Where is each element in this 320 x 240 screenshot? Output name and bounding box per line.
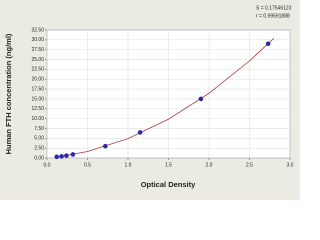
data-point — [70, 152, 76, 157]
x-tick-label: 2.5 — [246, 162, 253, 168]
x-tick-label: 1.5 — [165, 162, 172, 168]
x-axis-label: Optical Density — [141, 180, 196, 189]
y-tick-label: 30.00 — [31, 37, 44, 43]
y-tick-label: 15.00 — [31, 96, 44, 102]
y-tick-label: 0.00 — [34, 155, 44, 161]
data-point — [265, 41, 271, 47]
y-tick-label: 27.50 — [31, 47, 44, 53]
y-tick-label: 10.00 — [31, 116, 44, 122]
y-tick-label: 20.00 — [31, 77, 44, 83]
x-tick-label: 0.5 — [84, 162, 91, 168]
y-tick-label: 32.50 — [31, 27, 44, 33]
data-point — [198, 96, 204, 102]
chart: S = 0.17546123 r = 0.99591888 Optical De… — [0, 0, 300, 200]
fit-curve — [55, 38, 275, 158]
y-tick-label: 22.50 — [31, 67, 44, 73]
page: S = 0.17546123 r = 0.99591888 Optical De… — [0, 0, 300, 200]
y-tick-label: 5.00 — [34, 136, 44, 142]
y-tick-label: 17.50 — [31, 86, 44, 92]
data-point — [137, 130, 143, 135]
y-tick-label: 7.50 — [34, 126, 44, 132]
y-tick-label: 12.50 — [31, 106, 44, 112]
y-tick-label: 25.00 — [31, 57, 44, 63]
stat-r: r = 0.99591888 — [256, 13, 290, 19]
data-point — [54, 154, 60, 160]
x-tick-label: 0.0 — [44, 162, 51, 168]
data-point — [103, 143, 108, 149]
x-tick-label: 3.0 — [287, 162, 294, 168]
y-axis-label: Human FTH concentration (ng/ml) — [4, 33, 13, 154]
y-tick-label: 2.50 — [34, 145, 44, 151]
stat-s: S = 0.17546123 — [256, 5, 292, 11]
data-point — [59, 154, 64, 159]
data-point — [64, 153, 69, 158]
x-tick-label: 1.0 — [125, 162, 132, 168]
x-tick-label: 2.0 — [206, 162, 213, 168]
